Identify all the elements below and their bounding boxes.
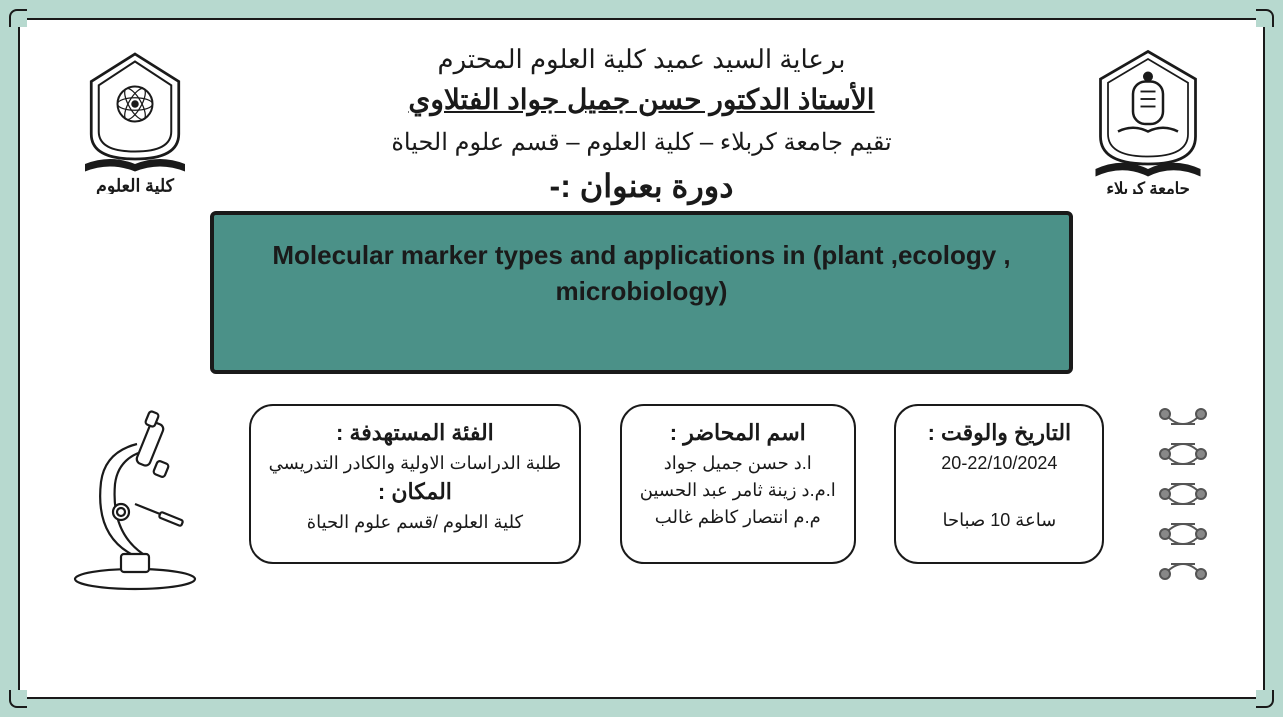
- lecturer-title: اسم المحاضر :: [640, 420, 836, 446]
- audience-location-card: الفئة المستهدفة : طلبة الدراسات الاولية …: [249, 404, 581, 564]
- corner-decoration: [1256, 690, 1274, 708]
- location-title: المكان :: [269, 479, 561, 505]
- date-time-title: التاريخ والوقت :: [914, 420, 1084, 446]
- header-line-course: دورة بعنوان :-: [210, 167, 1073, 205]
- svg-text:كلية العلوم: كلية العلوم: [96, 176, 175, 195]
- audience-text: طلبة الدراسات الاولية والكادر التدريسي: [269, 450, 561, 477]
- university-logo: جامعة كربلاء: [1073, 44, 1223, 194]
- course-title-banner: Molecular marker types and applications …: [210, 211, 1073, 374]
- time-value: ساعة 10 صباحا: [914, 507, 1084, 534]
- college-logo: كلية العلوم: [60, 44, 210, 194]
- header-line-sponsor: برعاية السيد عميد كلية العلوم المحترم: [210, 44, 1073, 75]
- date-value: 20-22/10/2024: [914, 450, 1084, 477]
- info-row: التاريخ والوقت : 20-22/10/2024 ساعة 10 ص…: [60, 404, 1223, 594]
- header-line-org: تقيم جامعة كربلاء – كلية العلوم – قسم عل…: [210, 128, 1073, 157]
- lecturer-name-3: م.م انتصار كاظم غالب: [640, 504, 836, 531]
- header-line-dean: الأستاذ الدكتور حسن جميل جواد الفتلاوي: [210, 83, 1073, 116]
- location-text: كلية العلوم /قسم علوم الحياة: [269, 509, 561, 536]
- poster-frame: كلية العلوم برعاية السيد عميد كلية العلو…: [18, 18, 1265, 699]
- corner-decoration: [9, 690, 27, 708]
- svg-text:جامعة كربلاء: جامعة كربلاء: [1106, 180, 1189, 194]
- audience-title: الفئة المستهدفة :: [269, 420, 561, 446]
- lecturer-name-1: ا.د حسن جميل جواد: [640, 450, 836, 477]
- corner-decoration: [9, 9, 27, 27]
- lecturer-name-2: ا.م.د زينة ثامر عبد الحسين: [640, 477, 836, 504]
- header-text: برعاية السيد عميد كلية العلوم المحترم ال…: [210, 44, 1073, 205]
- header-row: كلية العلوم برعاية السيد عميد كلية العلو…: [60, 44, 1223, 205]
- lecturer-card: اسم المحاضر : ا.د حسن جميل جواد ا.م.د زي…: [620, 404, 856, 564]
- corner-decoration: [1256, 9, 1274, 27]
- microscope-icon: [60, 404, 210, 594]
- date-time-card: التاريخ والوقت : 20-22/10/2024 ساعة 10 ص…: [894, 404, 1104, 564]
- dna-icon: [1143, 404, 1223, 594]
